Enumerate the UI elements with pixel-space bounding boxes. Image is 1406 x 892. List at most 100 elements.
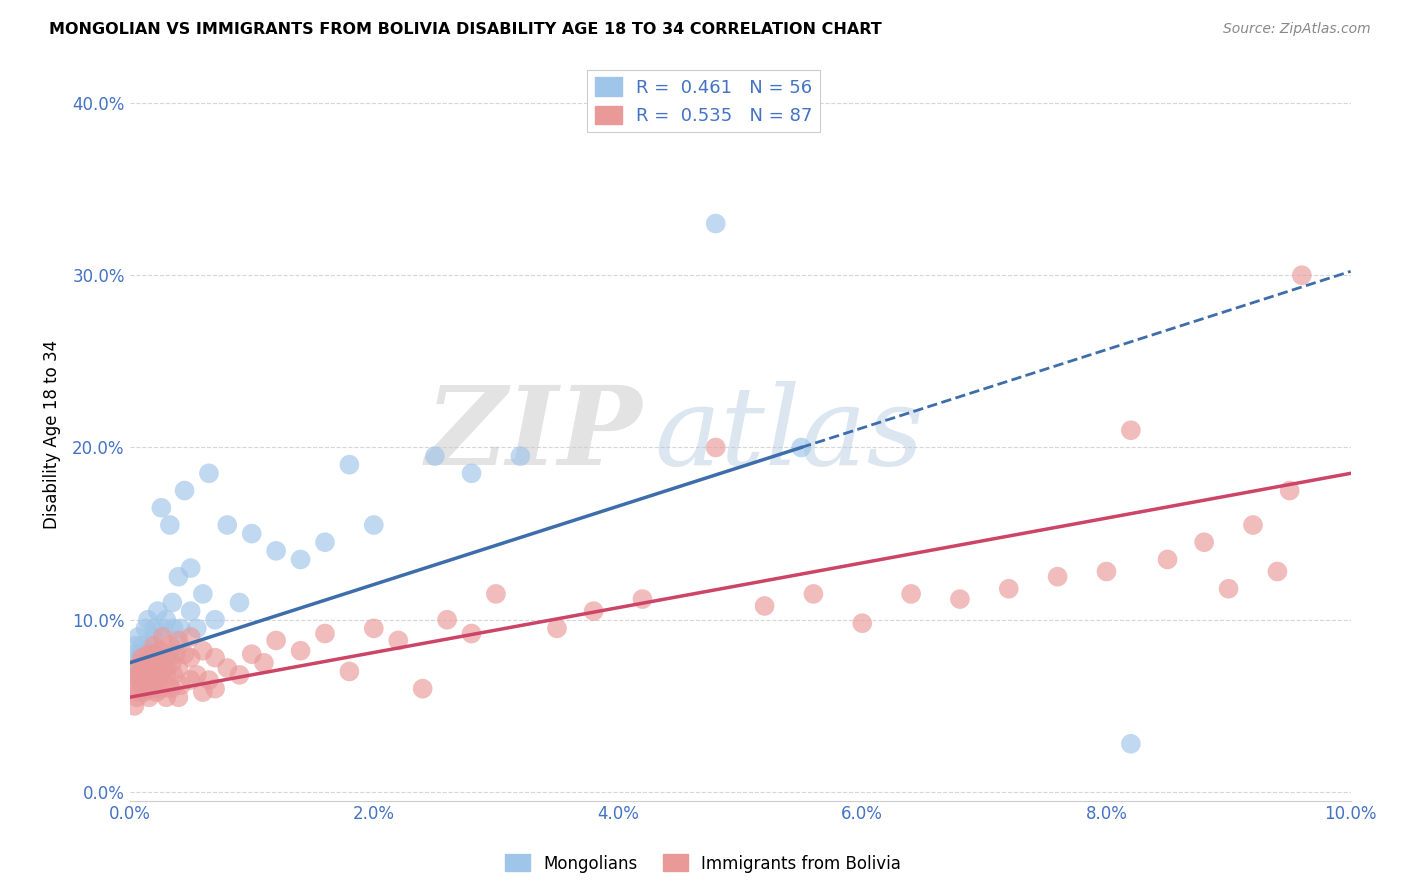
Point (217, 661, 239, 675)
Point (170, 621, 193, 635)
Point (803, 587, 825, 601)
Point (139, 656, 162, 670)
Point (152, 661, 174, 675)
Point (128, 673, 150, 687)
Point (134, 621, 156, 635)
Point (134, 685, 156, 699)
Point (167, 570, 190, 584)
Point (949, 592, 972, 607)
Point (1156, 552, 1178, 566)
Point (436, 613, 458, 627)
Point (141, 661, 163, 675)
Point (173, 647, 195, 661)
Point (134, 668, 156, 682)
Point (122, 681, 145, 696)
Point (142, 681, 165, 696)
Point (1119, 737, 1142, 751)
Legend: R =  0.461   N = 56, R =  0.535   N = 87: R = 0.461 N = 56, R = 0.535 N = 87 (588, 70, 820, 132)
Point (387, 633, 409, 648)
Point (135, 681, 157, 696)
Point (165, 647, 187, 661)
Point (148, 650, 170, 665)
Point (180, 630, 202, 644)
Point (167, 639, 190, 653)
Point (136, 647, 159, 661)
Point (186, 668, 208, 682)
Point (135, 673, 157, 687)
Point (129, 656, 152, 670)
Point (240, 647, 263, 661)
Point (124, 647, 146, 661)
Point (143, 630, 166, 644)
Point (131, 639, 153, 653)
Point (146, 656, 169, 670)
Point (139, 639, 162, 653)
Point (790, 441, 813, 455)
Point (143, 639, 166, 653)
Point (150, 681, 173, 696)
Point (180, 673, 202, 687)
Point (1267, 565, 1289, 579)
Point (314, 626, 336, 640)
Text: MONGOLIAN VS IMMIGRANTS FROM BOLIVIA DISABILITY AGE 18 TO 34 CORRELATION CHART: MONGOLIAN VS IMMIGRANTS FROM BOLIVIA DIS… (49, 22, 882, 37)
Point (631, 592, 654, 607)
Point (160, 681, 183, 696)
Point (173, 483, 195, 498)
Point (460, 626, 482, 640)
Point (180, 561, 202, 575)
Point (180, 604, 202, 618)
Point (134, 661, 156, 675)
Point (228, 595, 250, 609)
Point (253, 656, 276, 670)
Point (167, 661, 190, 675)
Point (159, 518, 181, 533)
Point (412, 681, 434, 696)
Point (150, 500, 173, 515)
Point (1241, 518, 1264, 533)
Point (290, 552, 312, 566)
Point (997, 582, 1019, 596)
Point (143, 621, 166, 635)
Point (162, 595, 184, 609)
Point (138, 656, 160, 670)
Point (204, 681, 226, 696)
Point (240, 526, 263, 541)
Point (159, 639, 181, 653)
Point (900, 587, 922, 601)
Point (162, 668, 184, 682)
Legend: Mongolians, Immigrants from Bolivia: Mongolians, Immigrants from Bolivia (499, 847, 907, 880)
Point (198, 467, 221, 481)
Point (191, 644, 214, 658)
Point (198, 673, 221, 687)
Point (157, 678, 180, 692)
Point (152, 630, 174, 644)
Point (141, 668, 163, 682)
Point (460, 467, 482, 481)
Point (204, 613, 226, 627)
Point (131, 656, 153, 670)
Point (145, 685, 167, 699)
Point (146, 604, 169, 618)
Point (128, 685, 150, 699)
Point (314, 535, 336, 549)
Point (754, 599, 776, 613)
Point (290, 644, 312, 658)
Point (155, 690, 177, 705)
Point (155, 650, 177, 665)
Point (851, 616, 873, 631)
Point (125, 639, 148, 653)
Point (1291, 268, 1313, 283)
Point (191, 685, 214, 699)
Point (125, 690, 148, 705)
Text: ZIP: ZIP (426, 381, 643, 488)
Point (180, 650, 202, 665)
Point (136, 613, 159, 627)
Point (337, 458, 360, 472)
Point (162, 621, 184, 635)
Point (149, 644, 172, 658)
Point (125, 661, 148, 675)
Point (143, 647, 166, 661)
Point (155, 613, 177, 627)
Point (124, 698, 146, 713)
Point (186, 621, 208, 635)
